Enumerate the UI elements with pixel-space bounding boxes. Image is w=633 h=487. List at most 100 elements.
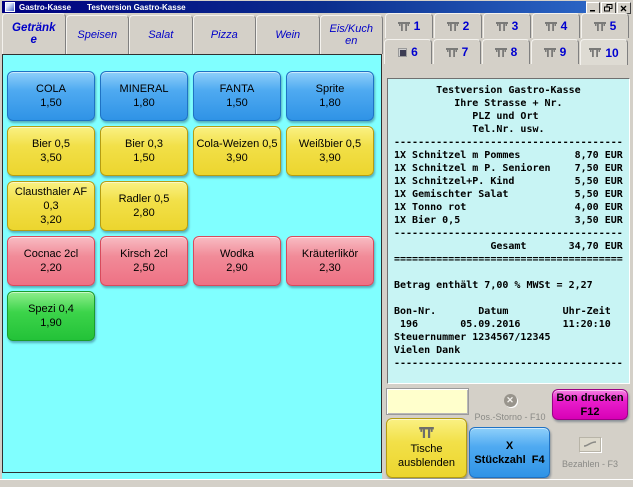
bon-drucken-label-2: F12 xyxy=(580,405,600,418)
table-number: 2 xyxy=(462,19,470,33)
product-name: Cola-Weizen 0,5 xyxy=(196,138,278,150)
product-price: 1,90 xyxy=(40,317,62,329)
pos-storno-button[interactable]: ✕ Pos.-Storno - F10 xyxy=(470,387,550,424)
product-price: 2,50 xyxy=(133,262,155,274)
receipt-text: Testversion Gastro-Kasse Ihre Strasse + … xyxy=(394,85,623,369)
window-title: Gastro-Kasse xyxy=(19,2,72,12)
table-icon xyxy=(544,21,557,31)
product-button-kirsch-2cl[interactable]: Kirsch 2cl 2,50 xyxy=(100,236,188,286)
table-tab-3[interactable]: 3 xyxy=(483,13,531,38)
category-tab-getr-nke[interactable]: Getränke xyxy=(2,13,66,54)
product-button-radler-0-5[interactable]: Radler 0,5 2,80 xyxy=(100,181,188,231)
table-tab-4[interactable]: 4 xyxy=(532,13,580,38)
table-number: 3 xyxy=(511,19,519,33)
table-tab-7[interactable]: 7 xyxy=(433,39,481,64)
stueckzahl-label-1: X xyxy=(505,439,514,452)
table-icon xyxy=(445,47,458,57)
bon-drucken-button[interactable]: Bon drucken F12 xyxy=(552,389,628,420)
product-price: 2,20 xyxy=(40,262,62,274)
table-tab-10[interactable]: 10 xyxy=(580,39,628,65)
product-button-sprite[interactable]: Sprite 1,80 xyxy=(286,71,374,121)
table-icon xyxy=(446,21,459,31)
table-number: 7 xyxy=(461,45,469,59)
product-button-bier-0-3[interactable]: Bier 0,3 1,50 xyxy=(100,126,188,176)
table-tabs-row1: 1 2 3 4 5 xyxy=(385,13,629,38)
stueckzahl-label-2: Stückzahl F4 xyxy=(474,453,545,466)
blank-button[interactable] xyxy=(386,388,469,415)
product-name: COLA xyxy=(36,83,66,95)
table-tab-2[interactable]: 2 xyxy=(434,13,482,38)
table-icon xyxy=(593,21,606,31)
product-price: 2,30 xyxy=(319,262,341,274)
occupied-table-icon xyxy=(398,47,408,57)
product-price: 3,50 xyxy=(40,152,62,164)
category-tab-salat[interactable]: Salat xyxy=(129,15,193,54)
table-number: 10 xyxy=(605,45,619,60)
window-controls xyxy=(586,0,632,14)
product-button-kr-uterlik-r[interactable]: Kräuterlikör 2,30 xyxy=(286,236,374,286)
pos-storno-label: Pos.-Storno - F10 xyxy=(474,412,546,422)
table-icon xyxy=(397,21,410,31)
table-number: 9 xyxy=(559,45,567,59)
product-name: Sprite xyxy=(315,83,345,95)
product-name: Radler 0,5 xyxy=(118,193,170,205)
product-button-wei-bier-0-5[interactable]: Weißbier 0,5 3,90 xyxy=(286,126,374,176)
cancel-icon: ✕ xyxy=(503,394,517,407)
product-name: Clausthaler AF 0,3 xyxy=(14,186,88,212)
tische-label-1: Tische xyxy=(410,442,443,455)
bezahlen-label: Bezahlen - F3 xyxy=(561,458,619,469)
product-price: 2,80 xyxy=(133,207,155,219)
stueckzahl-button[interactable]: X Stückzahl F4 xyxy=(469,427,550,478)
product-button-wodka[interactable]: Wodka 2,90 xyxy=(193,236,281,286)
product-name: MINERAL xyxy=(119,83,169,95)
table-tabs-row2: 6 7 8 9 10 xyxy=(384,39,628,65)
product-button-cola-weizen-0-5[interactable]: Cola-Weizen 0,5 3,90 xyxy=(193,126,281,176)
document-title: Testversion Gastro-Kasse xyxy=(87,2,186,12)
page-skirt xyxy=(2,473,382,479)
receipt-panel: Testversion Gastro-Kasse Ihre Strasse + … xyxy=(387,78,630,384)
product-name: Bier 0,3 xyxy=(125,138,163,150)
product-name: Cocnac 2cl xyxy=(23,248,79,260)
product-button-bier-0-5[interactable]: Bier 0,5 3,50 xyxy=(7,126,95,176)
category-tab-eis-kuchen[interactable]: Eis/Kuchen xyxy=(319,15,383,54)
table-tab-5[interactable]: 5 xyxy=(581,13,629,38)
restore-button[interactable] xyxy=(601,2,616,14)
category-tab-pizza[interactable]: Pizza xyxy=(192,15,256,54)
tische-label-2: ausblenden xyxy=(398,456,455,469)
product-name: Kräuterlikör xyxy=(301,248,359,260)
close-icon xyxy=(620,5,627,11)
table-number: 8 xyxy=(510,45,518,59)
category-tab-wein[interactable]: Wein xyxy=(256,15,320,54)
product-name: Bier 0,5 xyxy=(32,138,70,150)
table-number: 4 xyxy=(560,19,568,33)
product-button-cocnac-2cl[interactable]: Cocnac 2cl 2,20 xyxy=(7,236,95,286)
product-price: 1,50 xyxy=(226,97,248,109)
restore-icon xyxy=(604,4,613,12)
product-button-clausthaler-af-0-3[interactable]: Clausthaler AF 0,3 3,20 xyxy=(7,181,95,231)
table-icon xyxy=(495,21,508,31)
table-tab-9[interactable]: 9 xyxy=(531,39,579,64)
table-icon xyxy=(494,47,507,57)
product-button-mineral[interactable]: MINERAL 1,80 xyxy=(100,71,188,121)
table-tab-8[interactable]: 8 xyxy=(482,39,530,64)
bezahlen-button[interactable]: Bezahlen - F3 xyxy=(552,427,628,478)
table-tab-6[interactable]: 6 xyxy=(384,39,432,64)
product-button-spezi-0-4[interactable]: Spezi 0,4 1,90 xyxy=(7,291,95,341)
table-tab-1[interactable]: 1 xyxy=(385,13,433,38)
table-icon xyxy=(419,426,434,438)
product-price: 3,90 xyxy=(226,152,248,164)
tische-ausblenden-button[interactable]: Tische ausblenden xyxy=(386,418,467,478)
titlebar: Gastro-Kasse Testversion Gastro-Kasse xyxy=(2,1,588,13)
product-price: 1,80 xyxy=(133,97,155,109)
product-button-fanta[interactable]: FANTA 1,50 xyxy=(193,71,281,121)
product-price: 1,50 xyxy=(133,152,155,164)
pay-icon xyxy=(579,436,601,452)
category-tab-speisen[interactable]: Speisen xyxy=(65,15,129,54)
product-price: 2,90 xyxy=(226,262,248,274)
table-number: 1 xyxy=(413,19,421,33)
table-number: 6 xyxy=(411,45,418,59)
product-name: Kirsch 2cl xyxy=(120,248,168,260)
status-bar xyxy=(0,479,633,487)
product-button-cola[interactable]: COLA 1,50 xyxy=(7,71,95,121)
